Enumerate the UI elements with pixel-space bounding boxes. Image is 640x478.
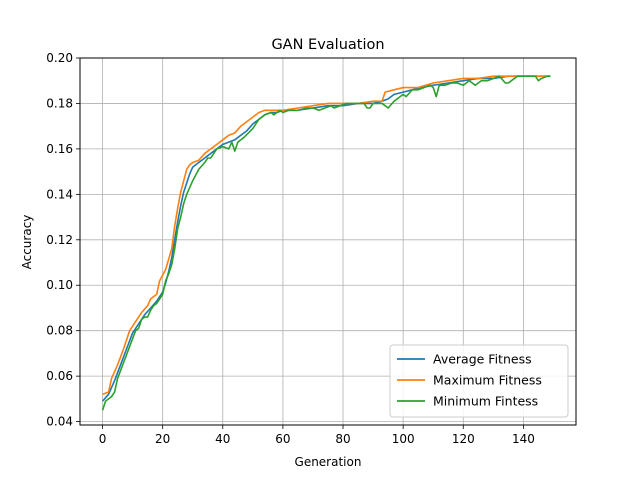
- y-tick-label: 0.14: [46, 187, 73, 201]
- x-axis-title: Generation: [295, 455, 362, 469]
- y-tick-label: 0.08: [46, 324, 73, 338]
- x-tick-label: 80: [335, 432, 350, 446]
- legend-label-3: Minimum Fintess: [433, 394, 538, 409]
- series-line-2: [102, 75, 551, 396]
- series-lines: [101, 75, 551, 411]
- y-axis-title: Accuracy: [20, 215, 34, 270]
- y-tick-label: 0.06: [46, 369, 73, 383]
- legend-box: [389, 344, 569, 418]
- y-tick-label: 0.20: [46, 51, 73, 65]
- y-tick-label: 0.18: [46, 96, 73, 110]
- y-tick-label: 0.04: [46, 415, 73, 429]
- y-tick-label: 0.12: [46, 233, 73, 247]
- chart-title: GAN Evaluation: [271, 37, 384, 53]
- y-tick-label: 0.16: [46, 142, 73, 156]
- x-tick-label: 60: [275, 432, 290, 446]
- x-tick-label: 20: [155, 432, 170, 446]
- plot-area-frame: [79, 57, 577, 426]
- x-tick-label: 100: [392, 432, 415, 446]
- legend: Average Fitness Maximum Fitness Minimum Fi…: [389, 344, 569, 418]
- legend-label-2: Maximum Fitness: [433, 373, 542, 388]
- x-tick-label: 0: [99, 432, 107, 446]
- x-tick-label: 40: [215, 432, 230, 446]
- x-tick-label: 120: [452, 432, 475, 446]
- series-line-3: [101, 75, 551, 411]
- y-tick-label: 0.10: [46, 278, 73, 292]
- x-tick-label: 140: [512, 432, 535, 446]
- legend-label-1: Average Fitness: [433, 352, 532, 367]
- axis-ticks: 0 20 40 60 80 100 120 140 0.04 0.06 0.08 0.10 0.12 0.…: [46, 51, 535, 446]
